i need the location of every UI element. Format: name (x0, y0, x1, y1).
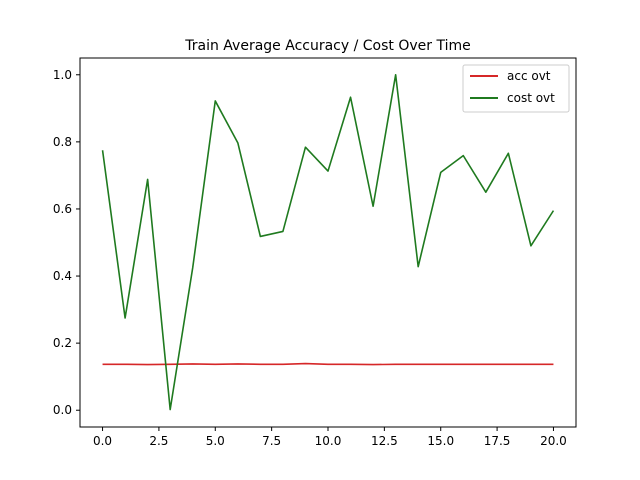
x-tick-label: 10.0 (315, 434, 342, 448)
x-tick-label: 12.5 (371, 434, 398, 448)
y-tick-label: 0.6 (53, 202, 72, 216)
legend-label-cost-ovt: cost ovt (507, 91, 555, 105)
y-tick-label: 0.8 (53, 135, 72, 149)
legend-label-acc-ovt: acc ovt (507, 69, 551, 83)
y-tick-label: 0.2 (53, 336, 72, 350)
chart-title: Train Average Accuracy / Cost Over Time (184, 38, 470, 54)
x-tick-label: 15.0 (427, 434, 454, 448)
legend: acc ovt cost ovt (462, 64, 570, 113)
y-axis: 0.0 0.2 0.4 0.6 0.8 1.0 (53, 68, 80, 417)
x-tick-label: 20.0 (540, 434, 567, 448)
x-tick-label: 2.5 (149, 434, 168, 448)
series-line-cost-ovt (101, 73, 555, 411)
x-tick-label: 17.5 (484, 434, 511, 448)
series-layer (101, 73, 555, 411)
series-line-acc-ovt (102, 362, 554, 366)
y-tick-label: 1.0 (53, 68, 72, 82)
x-tick-label: 5.0 (206, 434, 225, 448)
y-tick-label: 0.0 (53, 403, 72, 417)
x-axis: 0.0 2.5 5.0 7.5 10.0 12.5 15.0 17.5 20.0 (93, 427, 567, 448)
x-tick-label: 0.0 (93, 434, 112, 448)
y-tick-label: 0.4 (53, 269, 72, 283)
x-tick-label: 7.5 (262, 434, 281, 448)
